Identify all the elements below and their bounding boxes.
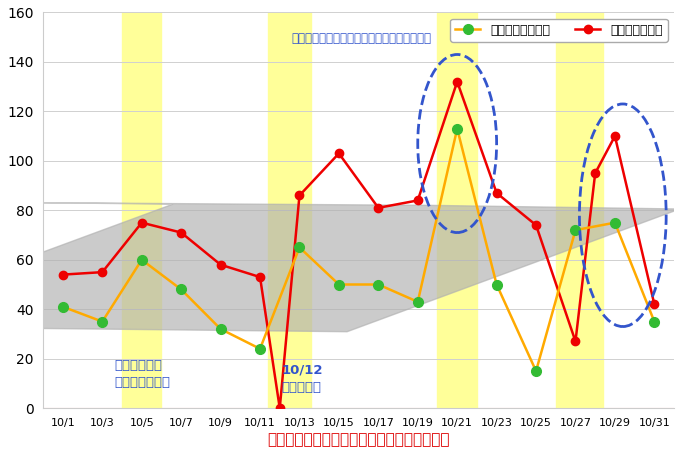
X-axis label: ディズニー・ハロウィーン（ランド＆シー）: ディズニー・ハロウィーン（ランド＆シー）: [268, 432, 450, 447]
Bar: [556, 12, 603, 408]
Bar: [43, 408, 674, 454]
Text: 10/12
台風で休園: 10/12 台風で休園: [282, 364, 323, 394]
Bar: [122, 12, 161, 408]
Legend: ディズニーランド, ディズニーシー: ディズニーランド, ディズニーシー: [450, 19, 668, 42]
Text: 前半の連休が悪天候のため後半に混雑が集中: 前半の連休が悪天候のため後半に混雑が集中: [291, 32, 432, 45]
Bar: [437, 12, 477, 408]
Bar: [268, 12, 311, 408]
Text: 前半は比較的
空いている傾向: 前半は比較的 空いている傾向: [114, 359, 170, 389]
FancyArrow shape: [0, 202, 681, 332]
